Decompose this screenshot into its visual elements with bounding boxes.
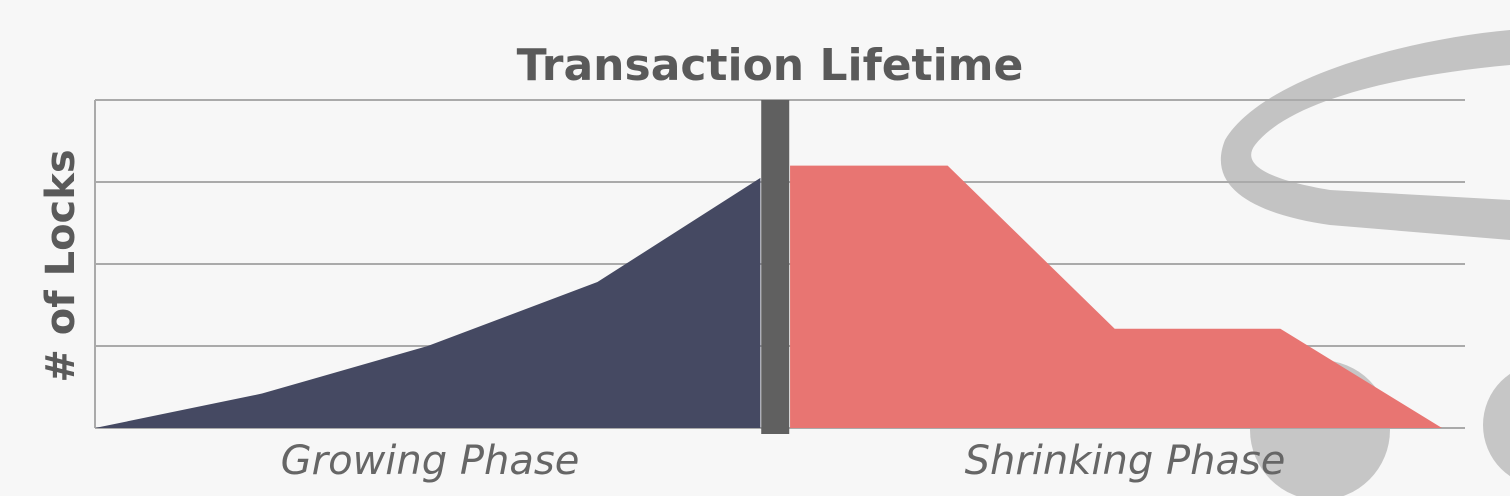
growing-phase-area	[95, 177, 761, 428]
lock-point-bar	[761, 100, 790, 434]
watermark-swoosh-shape	[1220, 30, 1510, 240]
shrinking-phase-area	[790, 165, 1442, 428]
series-areas	[95, 165, 1442, 428]
chart-title: Transaction Lifetime	[517, 40, 1024, 91]
lock-point-divider	[761, 100, 790, 434]
chart-labels: Transaction Lifetime # of Locks Growing …	[38, 40, 1285, 484]
y-axis-label: # of Locks	[38, 149, 84, 382]
growing-phase-label: Growing Phase	[281, 438, 580, 484]
shrinking-phase-label: Shrinking Phase	[965, 438, 1286, 484]
watermark-circle-right	[1483, 373, 1510, 477]
